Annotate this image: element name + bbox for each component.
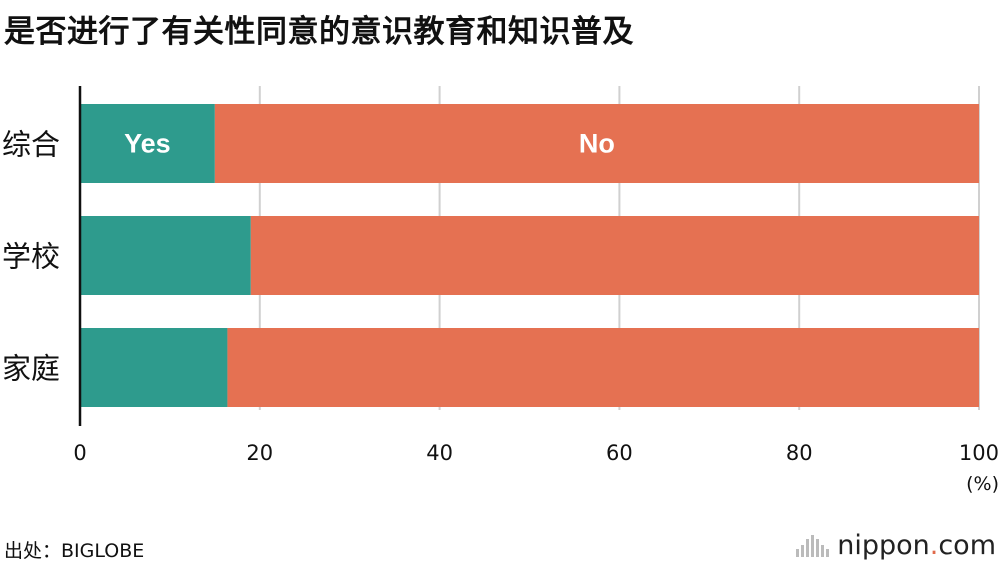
bar-no <box>250 216 979 295</box>
x-unit-label: (%) <box>966 473 999 495</box>
x-tick-label: 0 <box>73 441 86 465</box>
x-tick-label: 80 <box>786 441 813 465</box>
brand-dot: . <box>929 530 939 561</box>
source-note: 出处：BIGLOBE <box>4 540 145 562</box>
category-label: 家庭 <box>2 352 60 386</box>
bar-no <box>214 104 980 183</box>
series-label: No <box>579 129 615 159</box>
x-tick-label: 60 <box>606 441 633 465</box>
brand-bars-icon <box>796 534 830 557</box>
x-tick-label: 20 <box>246 441 273 465</box>
bar-no <box>227 328 979 407</box>
series-label: Yes <box>124 129 171 159</box>
x-tick-label: 100 <box>959 441 999 465</box>
bar-yes <box>80 216 251 295</box>
x-tick-label: 40 <box>426 441 453 465</box>
brand-name: nippon <box>837 530 930 561</box>
brand-tld: com <box>938 530 996 561</box>
category-label: 综合 <box>2 128 60 162</box>
category-label: 学校 <box>2 240 60 274</box>
brand-logo: nippon. com <box>796 530 996 561</box>
chart-title: 是否进行了有关性同意的意识教育和知识普及 <box>4 14 634 50</box>
bar-yes <box>80 104 215 183</box>
bar-yes <box>80 328 228 407</box>
